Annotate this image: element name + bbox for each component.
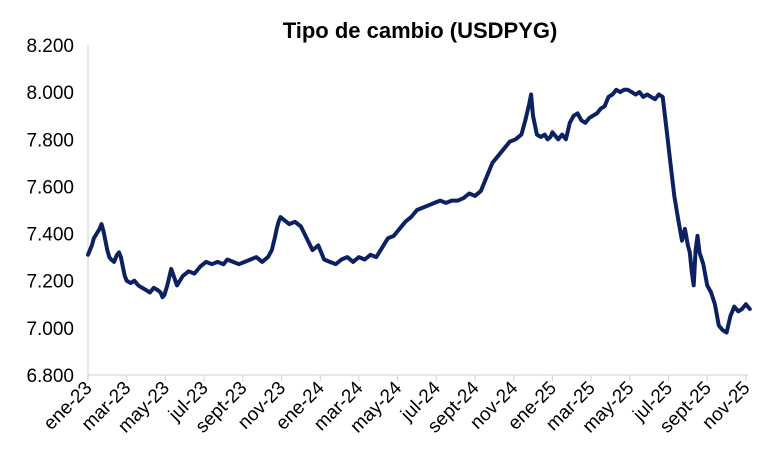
y-tick-label: 7.400 xyxy=(26,225,74,246)
series-line xyxy=(86,87,752,335)
y-tick-label: 7.600 xyxy=(26,177,74,198)
axes xyxy=(87,45,748,381)
y-tick-labels: 6.800 7.000 7.200 7.400 7.600 7.800 8.000 8.200 xyxy=(26,36,74,387)
y-tick-label: 8.200 xyxy=(26,36,74,57)
y-tick-label: 8.000 xyxy=(26,83,74,104)
chart-title: Tipo de cambio (USDPYG) xyxy=(282,18,558,43)
y-tick-label: 7.200 xyxy=(26,272,74,293)
series-layer xyxy=(86,87,752,335)
y-tick-label: 7.800 xyxy=(26,130,74,151)
x-tick-labels: ene-23mar-23may-23jul-23sept-23nov-23ene… xyxy=(40,377,755,437)
y-tick-label: 7.000 xyxy=(26,319,74,340)
y-tick-label: 6.800 xyxy=(26,366,74,387)
